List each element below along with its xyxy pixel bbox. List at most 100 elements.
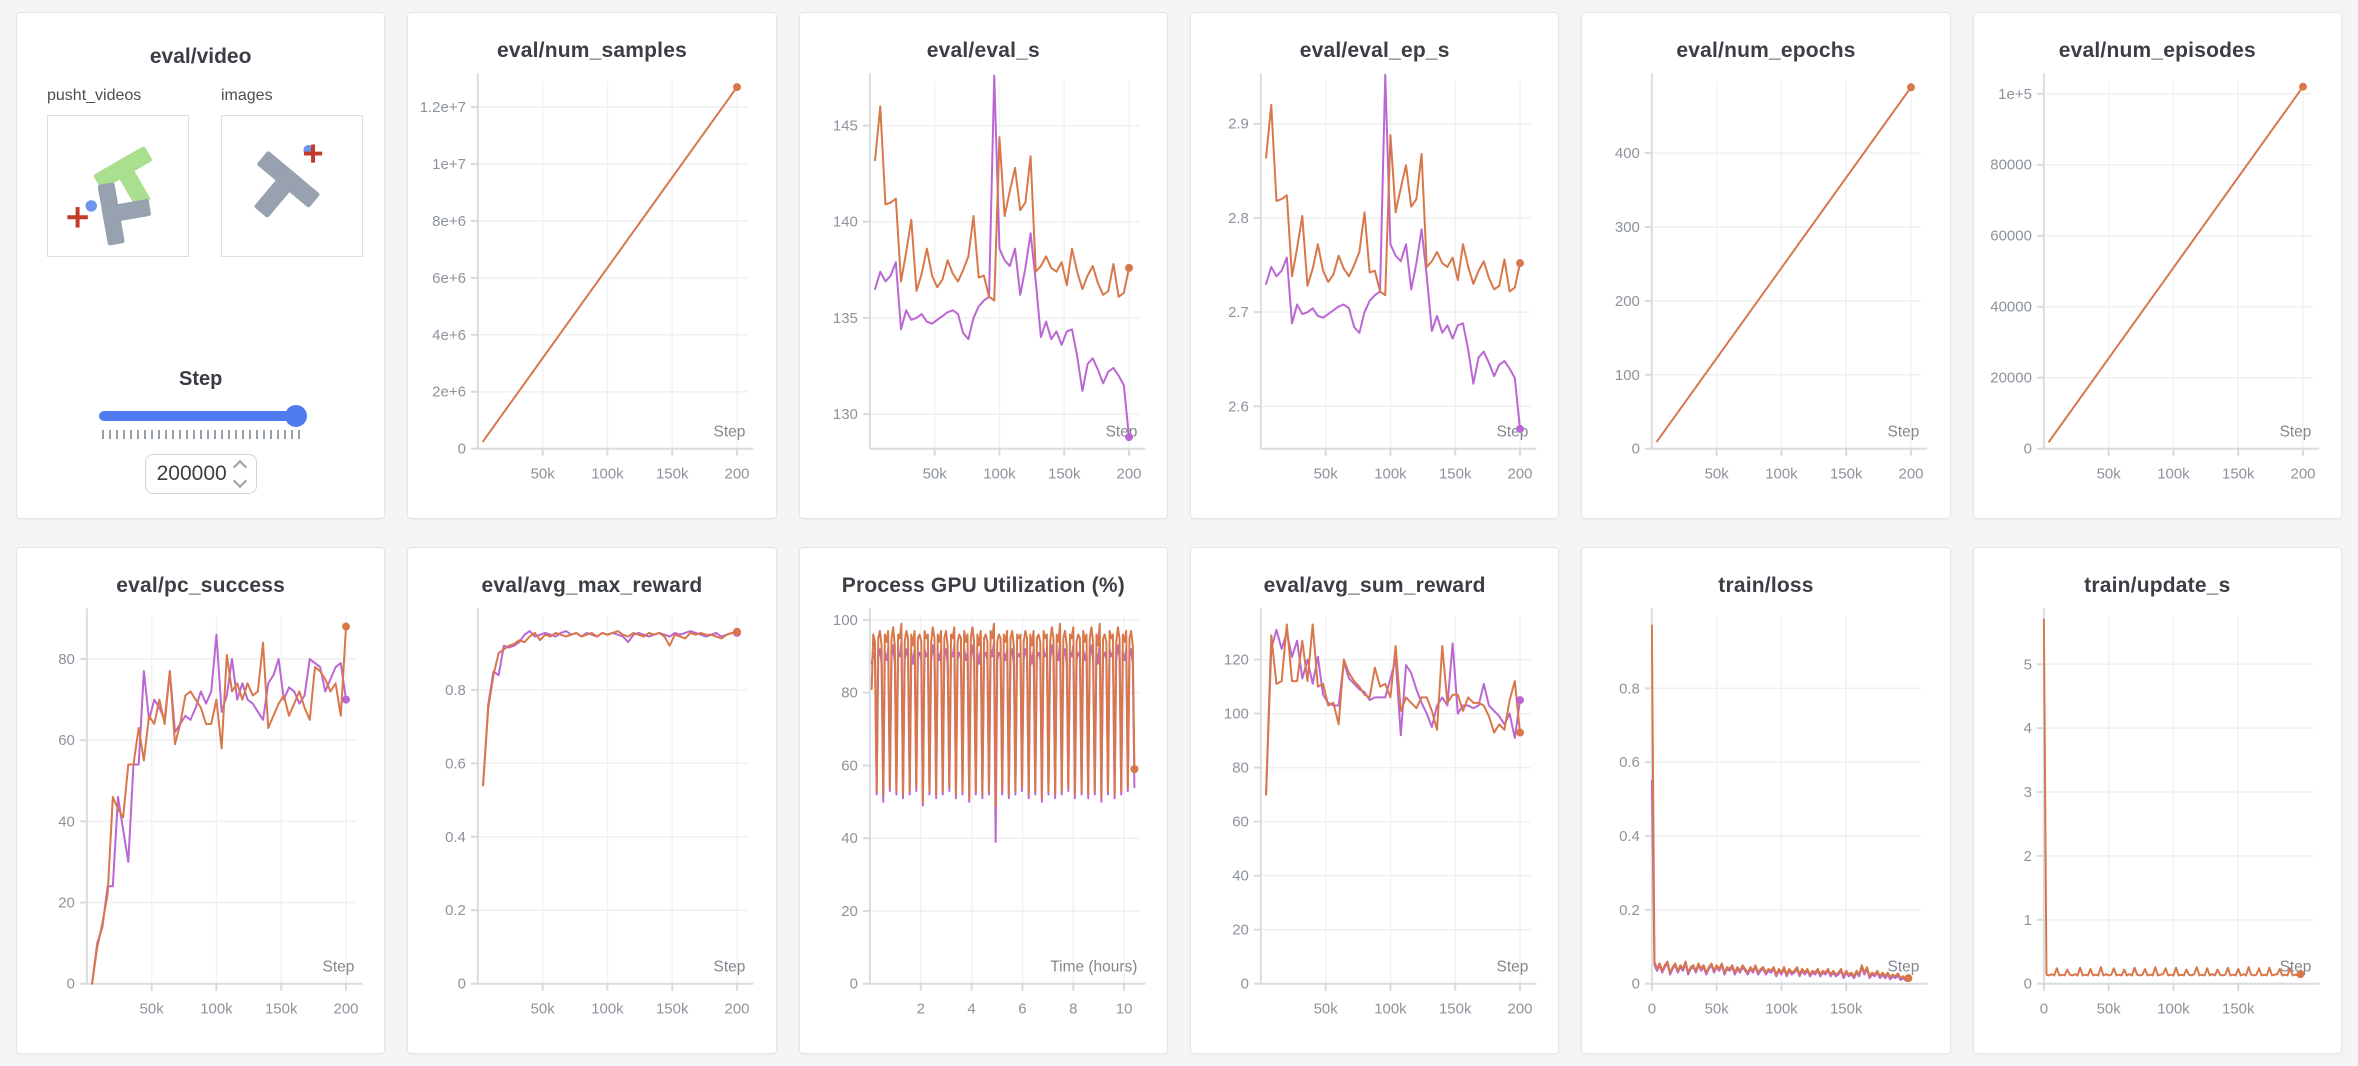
process-gpu-utilization-chart[interactable]: 0 20 40 60 80 100 2 4 6 8 10 Time (hours) [800, 602, 1167, 1038]
step-value[interactable]: 200000 [156, 462, 227, 485]
step-slider[interactable] [98, 405, 307, 427]
x-tick-label: 50k [1705, 1001, 1730, 1018]
end-dot-run-orange [1904, 974, 1913, 983]
y-tick-label: 0 [2023, 441, 2031, 458]
y-tick-label: 2 [2023, 848, 2031, 865]
y-tick-label: 60 [841, 757, 858, 774]
y-tick-label: 0.4 [445, 829, 466, 846]
image-thumbnail[interactable] [221, 115, 363, 257]
series-run-purple [873, 74, 1130, 439]
x-tick-label: 8 [1069, 1001, 1077, 1018]
y-tick-label: 20000 [1990, 370, 2032, 387]
y-tick-label: 0 [1241, 976, 1249, 993]
y-tick-label: 120 [1224, 652, 1249, 669]
step-slider-thumb[interactable] [284, 405, 307, 427]
end-dot-run-orange [1516, 728, 1525, 737]
gray-t-block-icon [97, 182, 151, 246]
eval-avg_max_reward-chart[interactable]: 0 0.2 0.4 0.6 0.8 50k 100k 150k 200 Step [408, 602, 775, 1038]
x-axis-label: Step [2279, 959, 2311, 976]
x-tick-label: 150k [1439, 1001, 1472, 1018]
x-tick-label: 100k [983, 466, 1016, 483]
y-tick-label: 100 [1615, 367, 1640, 384]
x-axis-label: Step [1497, 424, 1529, 441]
panel-eval-num_episodes: eval/num_episodes 0 20000 40000 60000 80000 1e… [1972, 12, 2342, 519]
x-tick-label: 150k [2222, 1001, 2255, 1018]
x-tick-label: 50k [140, 1001, 165, 1018]
eval-eval_ep_s-chart[interactable]: 2.6 2.7 2.8 2.9 50k 100k 150k 200 Step [1191, 67, 1558, 503]
panel-title: eval/num_samples [497, 39, 687, 62]
end-dot-run-purple [342, 695, 351, 704]
y-tick-label: 200 [1615, 293, 1640, 310]
eval-avg_sum_reward-chart[interactable]: 0 20 40 60 80 100 120 50k 100k 150k 200 Step [1191, 602, 1558, 1038]
panel-eval-avg_max_reward: eval/avg_max_reward 0 0.2 0.4 0.6 0.8 50k 100k 1… [407, 547, 777, 1054]
panel-title: eval/eval_s [926, 39, 1040, 62]
y-tick-label: 40 [1232, 868, 1249, 885]
x-tick-label: 150k [1830, 466, 1863, 483]
y-tick-label: 300 [1615, 219, 1640, 236]
x-tick-label: 100k [592, 466, 625, 483]
end-dot-run-purple [1516, 696, 1525, 705]
eval-num_episodes-chart[interactable]: 0 20000 40000 60000 80000 1e+5 50k 100k 150k 200 S… [1974, 67, 2341, 503]
x-axis-label: Step [714, 959, 746, 976]
y-tick-label: 4 [2023, 720, 2031, 737]
step-slider-track[interactable] [98, 411, 303, 421]
x-tick-label: 0 [2039, 1001, 2047, 1018]
media-thumbnails: pusht_videos image [17, 69, 384, 257]
media-thumb-pusht-videos: pusht_videos [47, 87, 189, 257]
series-run-orange [870, 622, 1136, 807]
y-tick-label: 60 [1232, 814, 1249, 831]
y-tick-label: 2.8 [1228, 210, 1249, 227]
y-tick-label: 20 [841, 903, 858, 920]
pusht-video-thumbnail[interactable] [47, 115, 189, 257]
gray-t-block-icon [254, 151, 320, 218]
series-run-orange [482, 86, 739, 443]
y-tick-label: 0 [849, 976, 857, 993]
x-tick-label: 100k [1766, 1001, 1799, 1018]
series-run-purple [482, 630, 739, 787]
y-tick-label: 0.2 [445, 902, 466, 919]
y-tick-label: 130 [833, 406, 858, 423]
x-tick-label: 50k [2096, 466, 2121, 483]
x-tick-label: 150k [265, 1001, 298, 1018]
panel-eval-num_samples: eval/num_samples 0 2e+6 4e+6 6e+6 8e+6 1e+7 1.2… [407, 12, 777, 519]
train-loss-chart[interactable]: 0 0.2 0.4 0.6 0.8 0 50k 100k 150k Step [1582, 602, 1949, 1038]
eval-pc_success-chart[interactable]: 0 20 40 60 80 50k 100k 150k 200 Step [17, 602, 384, 1038]
x-tick-label: 50k [1314, 1001, 1339, 1018]
x-tick-label: 50k [531, 1001, 556, 1018]
y-tick-label: 60000 [1990, 228, 2032, 245]
x-tick-label: 100k [2157, 1001, 2190, 1018]
y-tick-label: 2.6 [1228, 398, 1249, 415]
decrement-arrow-icon[interactable] [232, 473, 247, 489]
end-dot-run-purple [1124, 433, 1133, 442]
series-run-orange [1651, 624, 1910, 981]
y-tick-label: 2.9 [1228, 116, 1249, 133]
panel-title: eval/pc_success [116, 574, 286, 597]
target-cross-icon [303, 144, 323, 163]
x-tick-label: 100k [1374, 1001, 1407, 1018]
series-run-orange [482, 630, 739, 787]
panel-process-gpu-utilization: Process GPU Utilization (%) 0 20 40 60 80 100 2… [798, 547, 1168, 1054]
x-tick-label: 0 [1648, 1001, 1656, 1018]
step-number-input[interactable]: 200000 [144, 454, 257, 494]
panel-title: eval/video [149, 45, 252, 68]
x-tick-label: 100k [1374, 466, 1407, 483]
eval-num_samples-chart[interactable]: 0 2e+6 4e+6 6e+6 8e+6 1e+7 1.2e+7 50k 100k 150k 20… [408, 67, 775, 503]
series-run-purple [1651, 779, 1910, 982]
x-tick-label: 200 [1508, 466, 1533, 483]
x-tick-label: 150k [2222, 466, 2255, 483]
green-t-block-icon [93, 146, 152, 208]
x-axis-label: Step [2279, 424, 2311, 441]
series-run-orange [2047, 85, 2304, 443]
y-tick-label: 400 [1615, 145, 1640, 162]
x-tick-label: 100k [2157, 466, 2190, 483]
y-tick-label: 0 [1632, 976, 1640, 993]
train-update_s-chart[interactable]: 0 1 2 3 4 5 0 50k 100k 150k Step [1974, 602, 2341, 1038]
x-tick-label: 200 [2290, 466, 2315, 483]
series-run-orange [2042, 618, 2302, 977]
eval-num_epochs-chart[interactable]: 0 100 200 300 400 50k 100k 150k 200 Step [1582, 67, 1949, 503]
increment-arrow-icon[interactable] [232, 459, 247, 475]
y-tick-label: 0 [458, 441, 466, 458]
end-dot-run-orange [1907, 83, 1916, 92]
y-tick-label: 0 [1632, 441, 1640, 458]
